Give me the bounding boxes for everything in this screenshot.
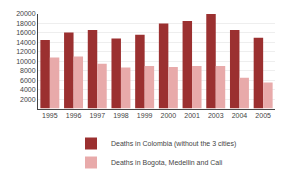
svg-text:Deaths in Colombia (without th: Deaths in Colombia (without the 3 cities… xyxy=(111,140,236,148)
svg-text:2000: 2000 xyxy=(161,112,177,119)
svg-text:20000: 20000 xyxy=(16,10,36,17)
svg-text:2004: 2004 xyxy=(232,112,248,119)
svg-text:2000: 2000 xyxy=(20,96,36,103)
svg-text:1995: 1995 xyxy=(42,112,58,119)
svg-text:Deaths in Bogota, Medellin and: Deaths in Bogota, Medellin and Cali xyxy=(111,159,223,167)
svg-text:4000: 4000 xyxy=(20,86,36,93)
svg-text:1996: 1996 xyxy=(66,112,82,119)
svg-text:16000: 16000 xyxy=(16,29,36,36)
svg-text:14000: 14000 xyxy=(16,39,36,46)
svg-text:1999: 1999 xyxy=(137,112,153,119)
svg-text:2001: 2001 xyxy=(184,112,200,119)
svg-text:12000: 12000 xyxy=(16,48,36,55)
svg-text:6000: 6000 xyxy=(20,77,36,84)
svg-text:2005: 2005 xyxy=(255,112,271,119)
svg-text:10000: 10000 xyxy=(16,58,36,65)
svg-text:2003: 2003 xyxy=(208,112,224,119)
svg-text:1997: 1997 xyxy=(89,112,105,119)
svg-text:18000: 18000 xyxy=(16,20,36,27)
svg-text:8000: 8000 xyxy=(20,67,36,74)
svg-text:1998: 1998 xyxy=(113,112,129,119)
